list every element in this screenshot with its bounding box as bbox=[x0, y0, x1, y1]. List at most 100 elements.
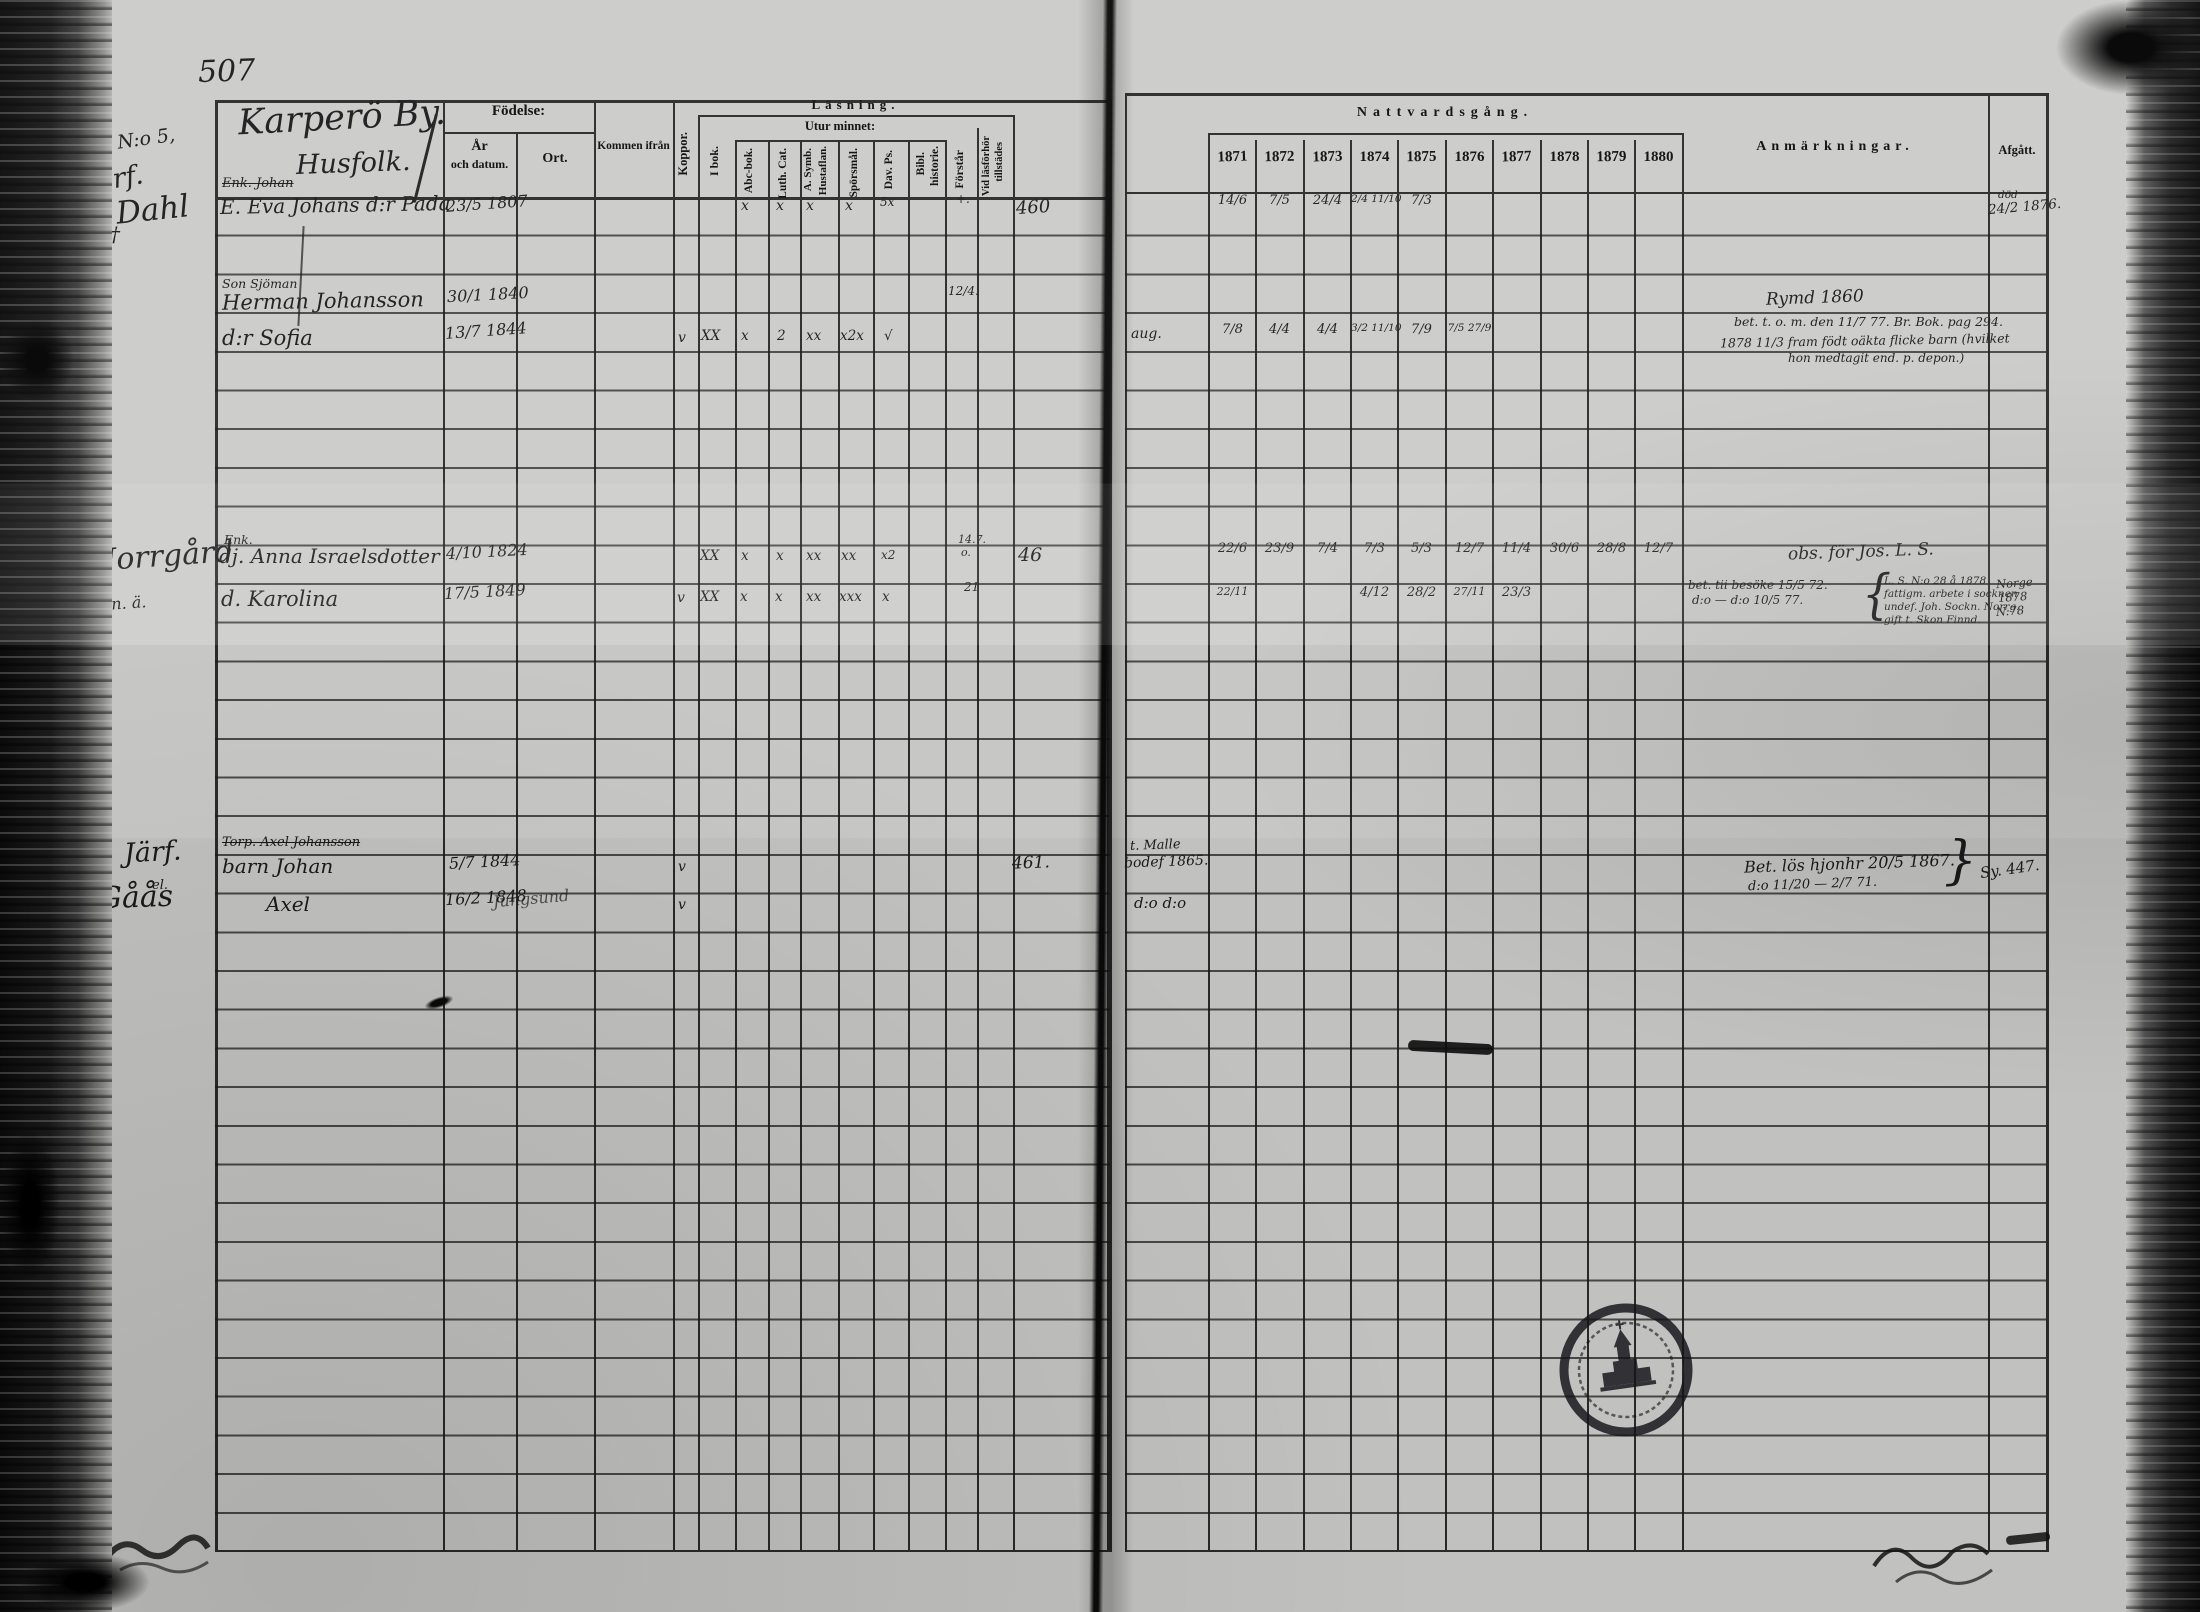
year-1877: 1877 bbox=[1501, 148, 1532, 166]
header-utur-minnet: Utur minnet: bbox=[804, 119, 876, 133]
mark-luth: x bbox=[775, 589, 783, 605]
communion-1877: 11/4 bbox=[1501, 541, 1532, 556]
communion-1877: 23/3 bbox=[1501, 585, 1532, 600]
mark-asymb: xx bbox=[806, 328, 822, 344]
communion-1873: 24/4 bbox=[1312, 193, 1343, 208]
margin-family-name: Dahl bbox=[114, 188, 191, 232]
remark-line-3: hon medtagit end. p. depon.) bbox=[1788, 351, 1965, 365]
vidlasf-note: 21 bbox=[964, 580, 980, 594]
mark-abc: x bbox=[741, 198, 749, 214]
remark-block-line-4: gift t. Skon Finnd. bbox=[1884, 614, 1981, 626]
communion-1872: 4/4 bbox=[1269, 322, 1290, 337]
year-1878: 1878 bbox=[1549, 149, 1580, 165]
afgatt-note-1: död bbox=[1998, 189, 2018, 201]
gutter-note: aug. bbox=[1131, 326, 1162, 342]
mark-abc: x bbox=[740, 589, 748, 605]
year-1876: 1876 bbox=[1454, 149, 1485, 165]
row-lines-left-page bbox=[215, 198, 1110, 1550]
koppor-mark: v bbox=[677, 590, 685, 606]
church-stamp bbox=[1559, 1303, 1693, 1437]
koppor-mark: v bbox=[678, 859, 686, 875]
mark-davps: √ bbox=[884, 328, 893, 344]
vidlasf-note: 12/4. bbox=[948, 284, 979, 298]
book-spine-edge bbox=[0, 0, 112, 1612]
header-a-symb: A. Symb. bbox=[802, 148, 814, 192]
vidlasf-note-1: 14.7. bbox=[958, 533, 986, 546]
mark-luth: x bbox=[776, 198, 784, 214]
year-1874: 1874 bbox=[1359, 149, 1390, 165]
afgatt-line-3: N:78 bbox=[1995, 603, 2025, 619]
year-1880: 1880 bbox=[1643, 149, 1674, 165]
remark-block-line-1: L. S. N:o 28 å 1878 bbox=[1884, 575, 1987, 587]
attend-number: 461. bbox=[1011, 852, 1051, 874]
mark-ibok: XX bbox=[700, 589, 720, 605]
margin-parish: Järf. bbox=[123, 835, 183, 870]
koppor-mark: v bbox=[678, 330, 686, 346]
communion-1871: 14/6 bbox=[1217, 193, 1248, 208]
header-och-datum: och datum. bbox=[450, 157, 509, 171]
header-kommen-ifran: Kommen ifrån bbox=[597, 140, 670, 152]
attend-number: 460 bbox=[1015, 195, 1051, 220]
mark-ibok: XX bbox=[701, 328, 721, 344]
communion-1872: 7/5 bbox=[1269, 193, 1290, 208]
birth-date: 5/7 1844 bbox=[448, 850, 521, 873]
mark-davps: 5x bbox=[880, 195, 895, 209]
member-pre-name: Torp. Axel Johansson bbox=[222, 835, 361, 850]
communion-1872: 23/9 bbox=[1264, 541, 1295, 556]
remark: Rymd 1860 bbox=[1765, 286, 1865, 310]
communion-1876: 27/11 bbox=[1453, 585, 1486, 598]
mark-sporsmal: x2x bbox=[840, 328, 864, 344]
mark-forstar: +. bbox=[956, 192, 970, 206]
attend-number: 46 bbox=[1018, 544, 1043, 566]
mark-davps: x2 bbox=[881, 548, 896, 562]
mark-ibok: XX bbox=[700, 548, 720, 564]
mark-davps: x bbox=[882, 589, 890, 605]
mark-sporsmal: xxx bbox=[839, 589, 862, 605]
remark-block-line-2: fattigm. arbete i socknen bbox=[1884, 588, 2018, 600]
edge-blotch bbox=[0, 1130, 60, 1280]
header-tillstades: tillstädes bbox=[994, 142, 1005, 182]
header-lasning: Läsning. bbox=[811, 97, 900, 112]
header-nattvardsgang: Nattvardsgång. bbox=[1356, 105, 1534, 120]
member-pre-name: Son Sjöman bbox=[222, 276, 298, 291]
member-name: dj. Anna Israelsdotter bbox=[219, 544, 440, 568]
member-pre-name: Enk. Johan bbox=[222, 176, 294, 191]
edge-blotch bbox=[20, 1552, 150, 1612]
member-name: d. Karolina bbox=[221, 587, 339, 611]
year-1871: 1871 bbox=[1217, 148, 1248, 166]
household-title: Husfolk. bbox=[295, 146, 412, 181]
vidlasf-note-2: o. bbox=[961, 546, 971, 559]
header-dav-ps: Dav. Ps. bbox=[883, 150, 895, 190]
mark-sporsmal: xx bbox=[841, 548, 857, 564]
member-pre-name: Enk. bbox=[224, 532, 253, 547]
communion-1876: 7/5 27/9 bbox=[1447, 322, 1492, 334]
year-1873: 1873 bbox=[1312, 148, 1343, 166]
header-abc-bok: Abc-bok. bbox=[743, 148, 755, 194]
header-historie: historie. bbox=[929, 146, 941, 186]
remark-brace: { bbox=[1862, 562, 1892, 626]
communion-1875: 5/3 bbox=[1411, 541, 1432, 556]
communion-1874: 3/2 11/10 bbox=[1351, 322, 1402, 334]
header-anmarkningar: Anmärkningar. bbox=[1756, 139, 1914, 154]
header-forstar: Förstår bbox=[952, 150, 966, 189]
header-fodelse: Födelse: bbox=[491, 103, 546, 119]
mark-abc: x bbox=[741, 328, 749, 344]
communion-1874: 2/4 11/10 bbox=[1351, 193, 1402, 205]
mark-asymb: xx bbox=[806, 589, 822, 605]
mark-asymb: x bbox=[806, 198, 814, 214]
mark-luth: 2 bbox=[777, 328, 786, 344]
remark-brace: } bbox=[1944, 831, 1978, 891]
communion-1871: 22/11 bbox=[1216, 585, 1249, 598]
edge-blotch bbox=[0, 318, 74, 402]
margin-cross: † bbox=[110, 222, 120, 246]
header-hustaflan: Hustaflan. bbox=[817, 146, 829, 196]
afgatt-line-2: 1878 bbox=[1997, 588, 2028, 606]
pen-scribble bbox=[1872, 1532, 2051, 1585]
communion-1874: 7/3 bbox=[1364, 541, 1385, 556]
header-koppor: Koppor. bbox=[676, 132, 690, 176]
right-page-edge bbox=[2126, 0, 2200, 1612]
communion-1875: 7/3 bbox=[1411, 193, 1432, 208]
communion-1878: 30/6 bbox=[1549, 541, 1580, 556]
margin-mid-note: el. bbox=[152, 878, 168, 893]
